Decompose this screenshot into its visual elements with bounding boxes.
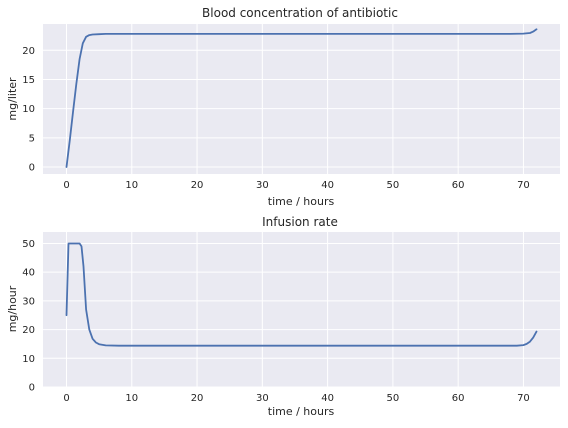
x-tick-label: 40	[321, 393, 334, 404]
x-tick-label: 30	[256, 180, 269, 191]
x-tick-label: 40	[321, 180, 334, 191]
y-tick-label: 10	[22, 354, 35, 365]
series-line	[65, 242, 538, 347]
x-tick-label: 50	[387, 180, 400, 191]
x-tick-label: 60	[452, 393, 465, 404]
y-tick-label: 50	[22, 239, 35, 250]
y-tick-label: 0	[29, 383, 35, 394]
tick-labels: 0 10 20 30 40 50 60 70 0 10 20 30 40 50	[22, 239, 530, 404]
x-tick-label: 70	[517, 180, 530, 191]
gridlines	[43, 24, 560, 174]
chart-blood-concentration: Blood concentration of antibiotic 0 10 20 3…	[6, 6, 560, 208]
y-tick-label: 40	[22, 268, 35, 279]
y-tick-label: 10	[22, 104, 35, 115]
y-tick-label: 5	[29, 133, 35, 144]
y-axis-label: mg/liter	[6, 77, 19, 121]
x-tick-label: 10	[125, 393, 138, 404]
x-tick-label: 70	[517, 393, 530, 404]
x-axis-label: time / hours	[268, 195, 335, 208]
y-tick-label: 20	[22, 46, 35, 57]
plot-background	[43, 24, 560, 174]
y-tick-label: 15	[22, 75, 35, 86]
x-tick-label: 60	[452, 180, 465, 191]
series-line	[65, 28, 538, 168]
x-tick-label: 10	[125, 180, 138, 191]
plot-background	[43, 232, 560, 387]
x-tick-label: 50	[387, 393, 400, 404]
y-tick-label: 30	[22, 296, 35, 307]
x-tick-label: 20	[191, 393, 204, 404]
x-tick-label: 0	[63, 393, 69, 404]
y-tick-label: 20	[22, 325, 35, 336]
chart-title: Blood concentration of antibiotic	[202, 6, 398, 20]
y-axis-label: mg/hour	[6, 285, 19, 332]
chart-title: Infusion rate	[262, 215, 338, 229]
x-tick-label: 20	[191, 180, 204, 191]
gridlines	[43, 232, 560, 388]
chart-infusion-rate: Infusion rate 0 10 20 30 40 50 60 70 0 10 20 30 40 50…	[6, 215, 560, 418]
y-tick-label: 0	[29, 162, 35, 173]
x-tick-label: 0	[63, 180, 69, 191]
tick-labels: 0 10 20 30 40 50 60 70 0 5 10 15 20	[22, 46, 530, 191]
x-tick-label: 30	[256, 393, 269, 404]
x-axis-label: time / hours	[268, 405, 335, 418]
